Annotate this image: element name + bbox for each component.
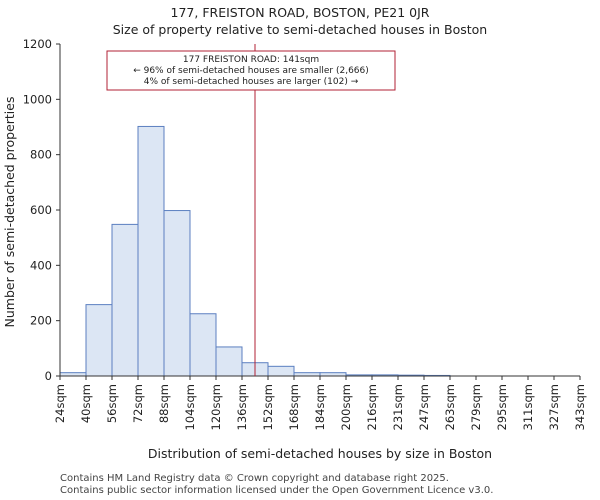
x-tick-label: 327sqm — [547, 384, 561, 430]
histogram-bar — [137, 125, 165, 377]
x-tick-label: 279sqm — [469, 384, 483, 430]
x-tick-label: 231sqm — [391, 384, 405, 430]
x-tick-label: 216sqm — [365, 384, 379, 430]
chart-subtitle: Size of property relative to semi-detach… — [112, 22, 488, 37]
y-axis-label: Number of semi-detached properties — [2, 97, 17, 328]
histogram-bar — [111, 223, 139, 377]
histogram-bar — [85, 304, 113, 377]
x-tick-label: 343sqm — [573, 384, 587, 430]
annotation-box — [106, 50, 396, 91]
x-tick-label: 152sqm — [261, 384, 275, 430]
y-tick-label: 600 — [30, 203, 52, 217]
annotation-line-3: 4% of semi-detached houses are larger (1… — [144, 77, 359, 87]
footer-line-2: Contains public sector information licen… — [60, 485, 494, 496]
x-tick-label: 168sqm — [287, 384, 301, 430]
annotation-line-1: 177 FREISTON ROAD: 141sqm — [183, 55, 319, 65]
x-tick-label: 40sqm — [79, 384, 93, 423]
x-tick-label: 295sqm — [495, 384, 509, 430]
x-tick-label: 24sqm — [53, 384, 67, 423]
x-axis-label: Distribution of semi-detached houses by … — [147, 446, 493, 461]
y-tick-label: 0 — [45, 369, 52, 383]
histogram-bar — [215, 346, 243, 377]
x-tick-label: 136sqm — [235, 384, 249, 430]
chart-title: 177, FREISTON ROAD, BOSTON, PE21 0JR — [170, 5, 430, 20]
histogram-bar — [163, 210, 191, 377]
x-tick-label: 72sqm — [131, 384, 145, 423]
x-tick-label: 88sqm — [157, 384, 171, 423]
x-tick-label: 263sqm — [443, 384, 457, 430]
x-tick-label: 184sqm — [313, 384, 327, 430]
x-tick-label: 56sqm — [105, 384, 119, 423]
annotation-line-2: ← 96% of semi-detached houses are smalle… — [133, 66, 369, 76]
histogram-bar — [189, 313, 217, 377]
y-tick-label: 1000 — [23, 92, 52, 106]
y-tick-label: 1200 — [23, 37, 52, 51]
y-tick-label: 400 — [30, 258, 52, 272]
footer-line-1: Contains HM Land Registry data © Crown c… — [60, 473, 449, 484]
y-tick-label: 200 — [30, 314, 52, 328]
y-tick-label: 800 — [30, 148, 52, 162]
x-tick-label: 311sqm — [521, 384, 535, 430]
x-tick-label: 104sqm — [183, 384, 197, 430]
x-tick-label: 200sqm — [339, 384, 353, 430]
x-tick-label: 247sqm — [417, 384, 431, 430]
x-tick-label: 120sqm — [209, 384, 223, 430]
histogram-bar — [267, 365, 295, 377]
